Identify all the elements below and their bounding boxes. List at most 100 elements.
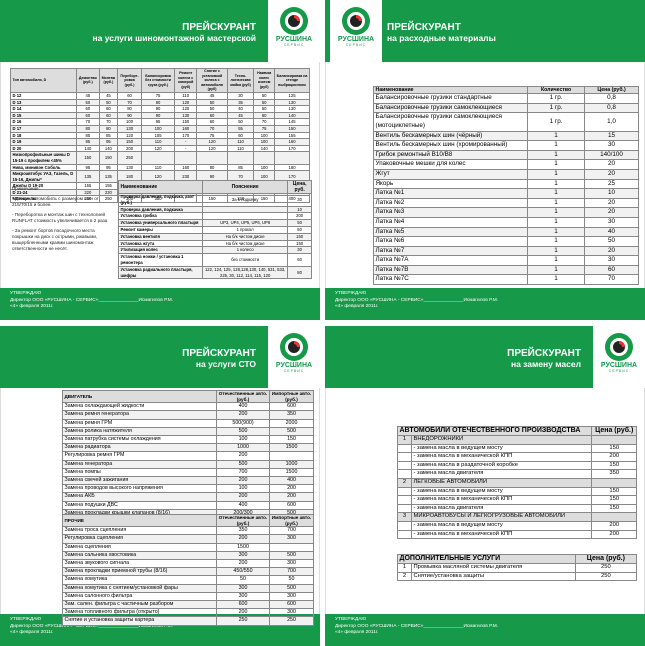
table-cell: 1 xyxy=(526,149,586,161)
table-cell: 150 xyxy=(287,232,312,241)
table-row: D 15 60 60 90 90 130 60 45 60 140 xyxy=(10,111,310,120)
table-cell: 150 xyxy=(591,503,637,514)
table-row: Балансировочные грузики самоклеющиеся (м… xyxy=(373,112,639,132)
subtitle: на услуги шиномонтажной мастерской xyxy=(92,33,256,43)
table-row: - замена масла двигателя 350 xyxy=(397,469,637,479)
table-cell: 500 xyxy=(269,426,314,437)
note: * Джип – автомобиль с размером шин от 21… xyxy=(12,196,99,207)
table-cell: 85 xyxy=(226,163,255,172)
table-cell: 30 xyxy=(226,91,255,100)
table-row: Якорь 1 25 xyxy=(373,178,639,190)
table-row: Замена свечей зажигания 200 400 xyxy=(62,476,314,486)
table-cell: 150 xyxy=(274,124,310,133)
table-row: Установка вентиля На б/к чистом диске 150 xyxy=(118,232,312,241)
table-cell: 120 xyxy=(196,138,228,146)
table-cell: 1 xyxy=(526,264,586,276)
header-cell: Тип автомобиля, D xyxy=(10,68,77,93)
header-cell: АВТОМОБИЛИ ОТЕЧЕСТВЕННОГО ПРОИЗВОДСТВА xyxy=(396,426,593,436)
table-cell: 75 xyxy=(253,124,276,133)
table-cell: 400 xyxy=(215,402,271,412)
table-cell xyxy=(397,486,412,497)
table-row: Нива, минивэн Соболь 95 95 130 110 160 80 85 100… xyxy=(10,163,310,172)
table-cell: 350 xyxy=(269,410,314,420)
table-row: Установка ножки / установка 1 ремонтера б… xyxy=(118,253,312,267)
table-row: Установка жгута На б/к чистом диске 150 xyxy=(118,239,312,248)
table-cell: 80 xyxy=(98,124,119,133)
table-cell: 50 xyxy=(253,91,276,100)
table-cell: Латка №7А xyxy=(373,255,528,266)
table-cell: 250 xyxy=(117,151,142,165)
table-cell: 100 xyxy=(140,124,176,133)
table-cell: Замена ремня генератора xyxy=(62,410,217,420)
table-row: Жгут 1 20 xyxy=(373,168,639,180)
header-title: ПРЕЙСКУРАНТ на замену масел xyxy=(507,348,581,370)
table-row: - замена масла в ведущем мосту 150 xyxy=(397,486,637,497)
subtitle: на расходные материалы xyxy=(387,33,496,43)
table-cell: 120 xyxy=(196,144,228,153)
table-cell: 300 xyxy=(215,583,271,593)
table-cell: 200 xyxy=(287,212,312,221)
table-row: Вентиль бескамерных шин (чёрный) 1 15 xyxy=(373,130,639,142)
table-cell: 50 xyxy=(287,225,312,234)
table-cell: 120 xyxy=(174,105,198,113)
table-cell: 700 xyxy=(215,467,271,478)
table-row: Латка №7А 1 30 xyxy=(373,255,639,266)
table-cell: - замена масла двигателя xyxy=(410,469,593,479)
table-cell: 10 xyxy=(584,188,639,199)
table-row: Латка №7 1 20 xyxy=(373,245,639,257)
footer-band: УТВЕРЖДАЮ Директор ООО «РУСШИНА - СЕРВИС»… xyxy=(0,288,320,320)
table-cell: 1 xyxy=(526,216,586,228)
table-cell: Якорь xyxy=(373,178,528,190)
table-cell: 130 xyxy=(174,111,198,120)
table-row: Замена АКБ 200 200 xyxy=(62,492,314,502)
table-cell: 20 xyxy=(584,197,639,209)
header-cell: Наименование xyxy=(373,85,528,95)
table-cell: На б/к чистом диске xyxy=(201,232,289,241)
table-row: Замена радиатора 1000 1500 xyxy=(62,443,314,453)
table-row: Замена ролика натяжителя 500 500 xyxy=(62,426,314,437)
table-cell: 1 xyxy=(526,178,586,190)
table-cell: 200 xyxy=(591,452,637,462)
logo: РУСШИНА СЕРВИС xyxy=(330,0,382,62)
table-cell xyxy=(174,151,198,165)
table-row: Замена ремня ГРМ 500(900) 2000 xyxy=(62,418,314,428)
table-row: D 14 60 60 80 90 120 50 40 50 130 xyxy=(10,105,310,113)
header-cell: Балансировка на стенде выбрационном xyxy=(274,68,310,93)
table-cell: 45 xyxy=(76,91,100,100)
table-cell: Замена ремня ГРМ xyxy=(62,418,217,428)
logo-sub: СЕРВИС xyxy=(283,43,305,47)
table-cell: 35 xyxy=(226,98,255,107)
table-cell: 150 xyxy=(174,118,198,126)
table-cell: 85 xyxy=(76,131,100,140)
table-cell: 500 xyxy=(269,583,314,593)
table-cell: Замена помпы xyxy=(62,467,217,478)
table-cell: 400 xyxy=(215,500,271,510)
table-cell: D 17 xyxy=(10,124,77,133)
table-cell: D 18 xyxy=(10,131,77,140)
header-cell: Демонтаж (руб.) xyxy=(76,68,100,93)
table-cell xyxy=(201,205,289,214)
table-cell: Проверка давления, подкачка, азот (руб.) xyxy=(118,193,203,207)
table-cell xyxy=(140,151,176,165)
table-cell: 200 xyxy=(269,484,314,494)
table-cell xyxy=(201,212,289,221)
table-cell: 100 xyxy=(215,434,271,445)
table-cell: 200 xyxy=(269,492,314,502)
header-cell: Цена (руб.) xyxy=(591,426,637,436)
table-cell: 80 xyxy=(287,265,312,280)
table-cell: Грибок ремонтный B10/B8 xyxy=(373,149,528,161)
table-cell: 1 xyxy=(526,255,586,266)
header-row: ПРОЧИЕ Отечественные авто. (руб.) Импортны… xyxy=(62,513,314,528)
table-cell: D 19 xyxy=(10,138,77,146)
table-cell: 100 xyxy=(117,118,142,126)
table-cell: 150 xyxy=(98,151,119,165)
table-cell: Регулировка ремня ГРМ xyxy=(62,451,217,461)
table-row: Замена хомутика 50 50 xyxy=(62,575,314,585)
table-cell: D 13 xyxy=(10,98,77,107)
table-cell: 60 xyxy=(117,91,142,100)
price-table: Наименование Количество Цена (руб.) Баланси… xyxy=(373,85,639,286)
header-cell: Техно­логическая мойка (руб) xyxy=(226,68,255,93)
table-cell: 600 xyxy=(215,600,271,610)
table-cell: 30 xyxy=(584,140,639,151)
table-row: Регулировка ремня ГРМ 200 xyxy=(62,451,314,461)
